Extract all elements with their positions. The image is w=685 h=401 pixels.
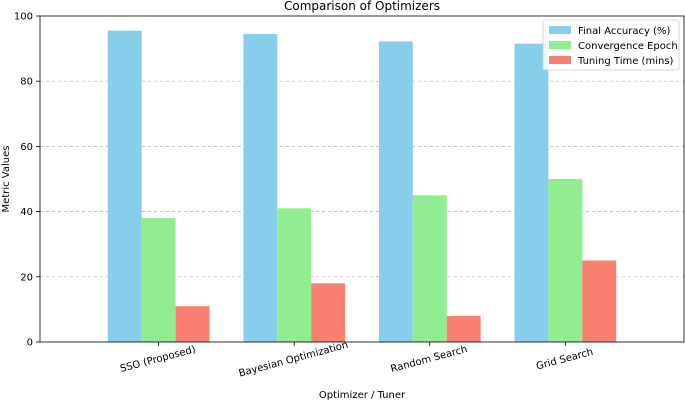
legend-label: Tuning Time (mins) <box>577 56 674 67</box>
bar <box>378 41 413 342</box>
bar <box>582 260 617 342</box>
bar <box>243 33 278 343</box>
bar <box>175 306 210 342</box>
x-tick-label: Random Search <box>390 344 469 375</box>
legend-swatch <box>549 41 571 49</box>
x-tick-label: Bayesian Optimization <box>238 340 350 380</box>
legend-label: Convergence Epoch <box>578 41 678 52</box>
bar <box>548 179 583 342</box>
y-axis-label: Metric Values <box>1 146 12 213</box>
bar <box>412 195 447 342</box>
bars <box>107 30 617 343</box>
plot-frame <box>39 15 685 343</box>
y-tick-label: 60 <box>20 142 33 153</box>
bar <box>277 208 312 342</box>
y-tick-label: 100 <box>14 12 33 23</box>
legend-label: Final Accuracy (%) <box>578 26 670 37</box>
legend-box <box>542 19 680 71</box>
chart-title: Comparison of Optimizers <box>284 0 440 13</box>
legend-swatch <box>549 56 571 64</box>
x-tick-label: SSO (Proposed) <box>119 344 197 375</box>
bar <box>141 218 176 342</box>
x-axis: SSO (Proposed) Bayesian Optimization Rando… <box>119 340 594 380</box>
x-axis-label: Optimizer / Tuner <box>319 390 406 401</box>
x-tick-label: Grid Search <box>535 347 594 373</box>
legend-swatch <box>549 26 571 34</box>
y-tick-label: 40 <box>20 207 33 218</box>
y-tick-label: 20 <box>20 272 33 283</box>
legend: Final Accuracy (%) Convergence Epoch Tunin… <box>542 19 680 71</box>
y-tick-label: 80 <box>20 77 33 88</box>
bar <box>514 43 549 343</box>
y-axis: 0 20 40 60 80 100 <box>14 12 40 349</box>
y-tick-label: 0 <box>27 338 33 349</box>
bar <box>446 315 481 342</box>
bar <box>107 30 142 342</box>
bar <box>311 283 346 342</box>
